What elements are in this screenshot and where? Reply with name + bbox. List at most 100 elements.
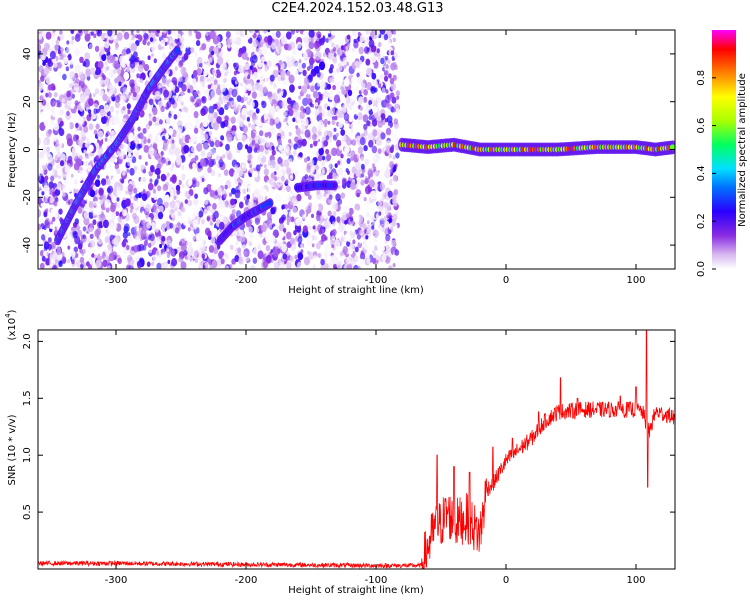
heat-noise-cell [158,119,163,125]
heat-noise-cell [60,59,64,64]
heat-noise-cell [157,197,163,206]
heat-noise-cell [333,263,338,269]
heat-noise-cell [359,37,363,43]
heat-noise-cell [164,194,170,203]
heat-noise-cell [210,148,216,156]
heat-noise-cell [127,183,134,192]
heat-noise-cell [321,169,325,175]
heat-noise-cell [187,246,194,256]
heat-noise-cell [203,142,209,151]
heat-noise-cell [70,250,76,258]
heat-noise-cell [372,163,375,168]
heat-noise-cell [170,249,176,256]
heat-noise-cell [107,210,113,219]
heat-noise-cell [333,74,339,83]
heat-noise-cell [127,158,133,167]
heat-noise-cell [210,89,217,99]
colorbar-gradient [712,30,736,269]
heat-noise-cell [338,121,344,128]
heat-noise-cell [254,217,260,225]
heat-noise-cell [317,141,323,149]
heat-noise-cell [217,56,224,65]
heat-noise-cell [377,200,382,208]
heat-noise-cell [303,35,309,44]
heat-noise-cell [122,170,126,176]
heat-noise-cell [133,245,139,253]
heat-noise-cell [247,74,251,79]
heat-noise-cell [293,230,297,236]
heat-noise-cell [214,35,221,44]
heat-noise-cell [111,212,117,220]
heat-noise-cell [392,61,397,69]
heat-noise-cell [381,246,385,252]
heat-noise-cell [70,30,75,35]
heat-noise-cell [327,116,331,121]
heat-noise-cell [229,244,234,250]
heat-noise-cell [73,179,78,185]
heat-noise-cell [318,94,323,101]
heat-noise-cell [332,56,338,64]
heat-noise-cell [360,250,364,255]
heat-noise-cell [85,137,89,142]
heat-noise-cell [228,64,234,73]
heat-noise-cell [38,162,41,169]
heat-noise-cell [387,103,392,110]
heat-noise-cell [220,258,225,265]
heat-noise-cell [181,135,186,142]
heat-noise-cell [195,233,202,242]
heat-noise-cell [201,105,208,115]
heat-noise-cell [390,133,396,141]
heat-noise-cell [151,155,155,160]
heat-noise-cell [207,84,212,90]
heat-noise-cell [256,235,262,243]
heat-noise-cell [175,131,181,140]
heat-noise-cell [165,117,170,124]
heat-noise-cell [50,119,54,124]
heat-noise-cell [289,255,295,263]
heat-noise-cell [281,35,288,45]
heat-noise-cell [351,139,357,146]
heat-noise-cell [302,51,308,59]
heat-noise-cell [278,55,282,61]
heat-noise-cell [277,169,283,178]
heat-noise-cell [151,261,155,266]
heat-noise-cell [211,158,217,166]
heat-noise-cell [376,164,381,171]
heat-noise-cell [193,250,200,259]
heat-noise-cell [357,75,364,85]
heat-noise-cell [317,224,323,233]
heat-noise-cell [64,165,71,174]
heat-noise-cell [213,210,219,219]
heat-noise-cell [45,92,49,98]
y-scale-multiplier: (x104) [4,309,18,340]
heat-noise-cell [43,184,49,192]
heat-noise-cell [319,37,325,46]
heat-noise-cell [379,30,386,35]
heat-noise-cell [184,191,189,198]
heat-noise-cell [234,189,241,199]
heat-noise-cell [227,44,231,49]
heat-noise-cell [235,241,239,247]
heat-noise-cell [240,97,245,104]
heat-noise-cell [269,177,275,186]
heat-noise-cell [213,72,218,78]
heat-noise-cell [247,127,252,133]
heat-noise-cell [232,33,238,42]
heat-noise-cell [59,120,64,127]
heat-noise-cell [50,220,54,225]
heat-noise-cell [89,189,96,198]
heat-noise-cell [390,82,396,91]
heat-noise-cell [395,171,399,176]
heat-noise-cell [46,221,51,229]
heat-noise-cell [273,239,279,247]
heat-noise-cell [187,216,192,222]
heat-noise-cell [248,231,254,239]
heat-noise-cell [215,87,222,96]
heat-noise-cell [395,108,401,115]
heat-noise-cell [201,82,205,87]
heat-noise-cell [300,243,304,249]
heat-noise-cell [133,122,139,130]
heat-noise-cell [307,250,310,255]
heat-noise-cell [169,222,174,229]
heat-noise-cell [43,225,47,231]
